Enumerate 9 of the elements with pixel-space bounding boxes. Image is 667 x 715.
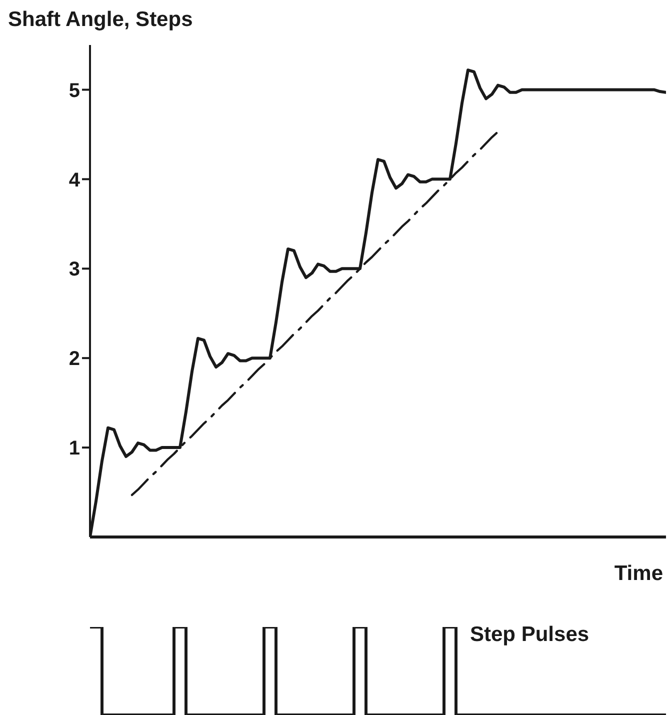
y-tick-label: 4	[68, 169, 81, 192]
y-tick-label: 5	[68, 80, 80, 102]
y-tick-label: 3	[68, 258, 80, 281]
y-axis-title: Shaft Angle, Steps	[8, 8, 193, 32]
y-tick-label: 1	[68, 438, 80, 460]
y-tick-label: 2	[68, 348, 80, 370]
series-label: Step Pulses	[470, 623, 590, 647]
line-series	[130, 130, 500, 496]
x-axis-title: Time	[614, 562, 663, 586]
